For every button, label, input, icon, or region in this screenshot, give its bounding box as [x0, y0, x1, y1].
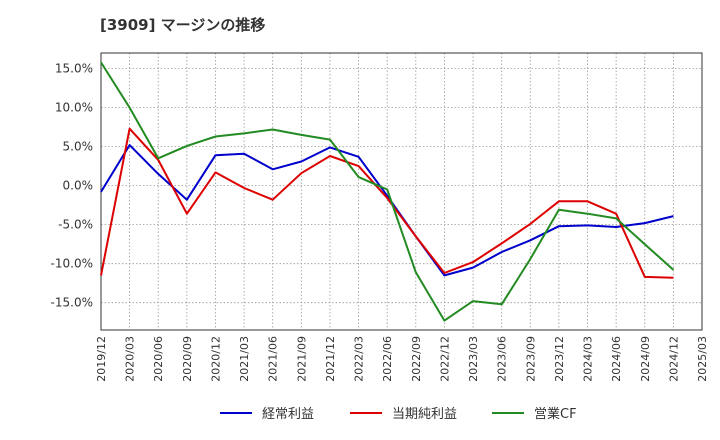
series-line-3	[100, 61, 675, 322]
x-tick-label: 2023/03	[467, 336, 480, 382]
x-tick-label: 2025/03	[696, 336, 709, 382]
y-tick-label: -10.0%	[51, 257, 93, 271]
x-tick-label: 2021/06	[267, 336, 280, 382]
y-tick-label: 5.0%	[63, 140, 94, 154]
legend-label-2: 当期純利益	[392, 407, 457, 422]
legend-label-1: 経常利益	[262, 407, 314, 422]
x-tick-label: 2020/03	[124, 336, 137, 382]
series-line-2	[100, 127, 674, 279]
x-tick-label: 2021/09	[295, 336, 308, 382]
y-tick-label: -5.0%	[58, 218, 93, 232]
chart-title: [3909] マージンの推移	[100, 16, 266, 34]
y-tick-label: 10.0%	[55, 101, 93, 115]
x-tick-label: 2020/12	[209, 336, 222, 382]
x-tick-label: 2023/06	[496, 336, 509, 382]
x-tick-label: 2022/12	[438, 336, 451, 382]
x-tick-label: 2024/06	[610, 336, 623, 382]
x-tick-label: 2023/12	[553, 336, 566, 382]
y-tick-label: 0.0%	[63, 179, 94, 193]
x-tick-label: 2021/12	[324, 336, 337, 382]
y-tick-label: 15.0%	[55, 62, 93, 76]
x-tick-label: 2024/03	[582, 336, 595, 382]
x-tick-label: 2020/09	[181, 336, 194, 382]
x-tick-label: 2019/12	[95, 336, 108, 382]
x-tick-label: 2021/03	[238, 336, 251, 382]
x-tick-label: 2020/06	[152, 336, 165, 382]
y-tick-label: -15.0%	[51, 296, 93, 310]
legend-label-3: 営業CF	[534, 406, 577, 422]
x-tick-label: 2024/09	[639, 336, 652, 382]
x-tick-label: 2023/09	[524, 336, 537, 382]
x-tick-label: 2022/09	[410, 336, 423, 382]
x-tick-label: 2022/06	[381, 336, 394, 382]
series-line-1	[100, 144, 674, 277]
x-tick-label: 2024/12	[667, 336, 680, 382]
x-tick-label: 2022/03	[353, 336, 366, 382]
